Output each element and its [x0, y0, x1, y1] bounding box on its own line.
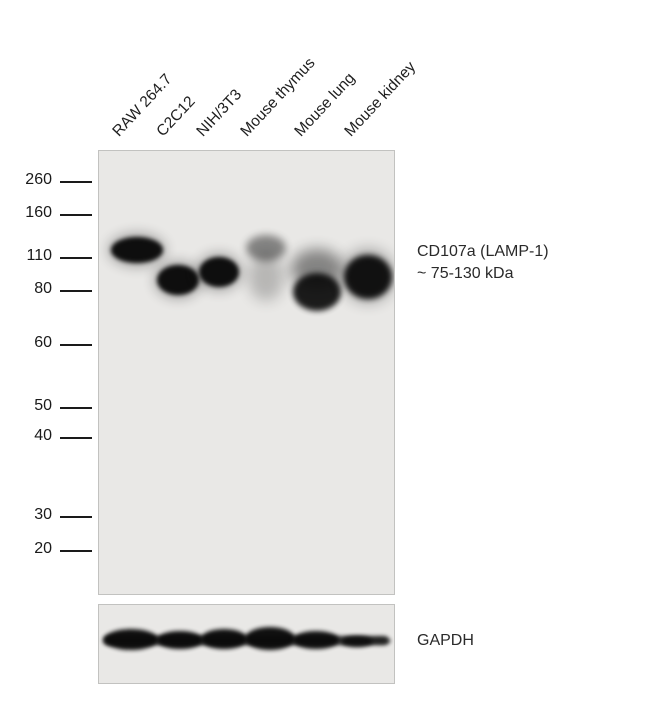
mw-label: 30 — [34, 506, 52, 523]
mw-label: 40 — [34, 427, 52, 444]
mw-tick — [60, 214, 92, 216]
loading-control-panel — [98, 604, 395, 684]
protein-band — [344, 255, 392, 299]
mw-label: 160 — [25, 204, 52, 221]
protein-band — [245, 627, 295, 650]
protein-band — [341, 636, 373, 647]
protein-band — [157, 265, 199, 295]
protein-band — [248, 253, 284, 301]
protein-band — [111, 237, 163, 263]
main-blot-panel — [98, 150, 395, 595]
protein-band — [157, 631, 203, 649]
mw-tick — [60, 290, 92, 292]
mw-label: 260 — [25, 171, 52, 188]
mw-tick — [60, 257, 92, 259]
protein-band — [104, 629, 158, 650]
protein-band — [293, 631, 339, 649]
mw-label: 60 — [34, 334, 52, 351]
protein-band — [293, 273, 341, 311]
protein-band — [201, 629, 247, 649]
lane-label: Mouse kidney — [341, 58, 420, 140]
lane-label: NIH/3T3 — [193, 86, 246, 140]
mw-tick — [60, 407, 92, 409]
mw-label: 50 — [34, 397, 52, 414]
target-annotation: CD107a (LAMP-1) ~ 75-130 kDa — [417, 241, 549, 285]
mw-tick — [60, 550, 92, 552]
mw-tick — [60, 344, 92, 346]
mw-tick — [60, 181, 92, 183]
mw-tick — [60, 437, 92, 439]
mw-label: 20 — [34, 540, 52, 557]
mw-tick — [60, 516, 92, 518]
annotation-line1: CD107a (LAMP-1) — [417, 243, 549, 260]
mw-label: 110 — [26, 247, 52, 264]
protein-band — [199, 257, 239, 287]
annotation-line2: ~ 75-130 kDa — [417, 265, 514, 282]
mw-label: 80 — [34, 280, 52, 297]
protein-band — [246, 235, 286, 261]
loading-control-label: GAPDH — [417, 632, 474, 649]
protein-band — [369, 638, 391, 644]
